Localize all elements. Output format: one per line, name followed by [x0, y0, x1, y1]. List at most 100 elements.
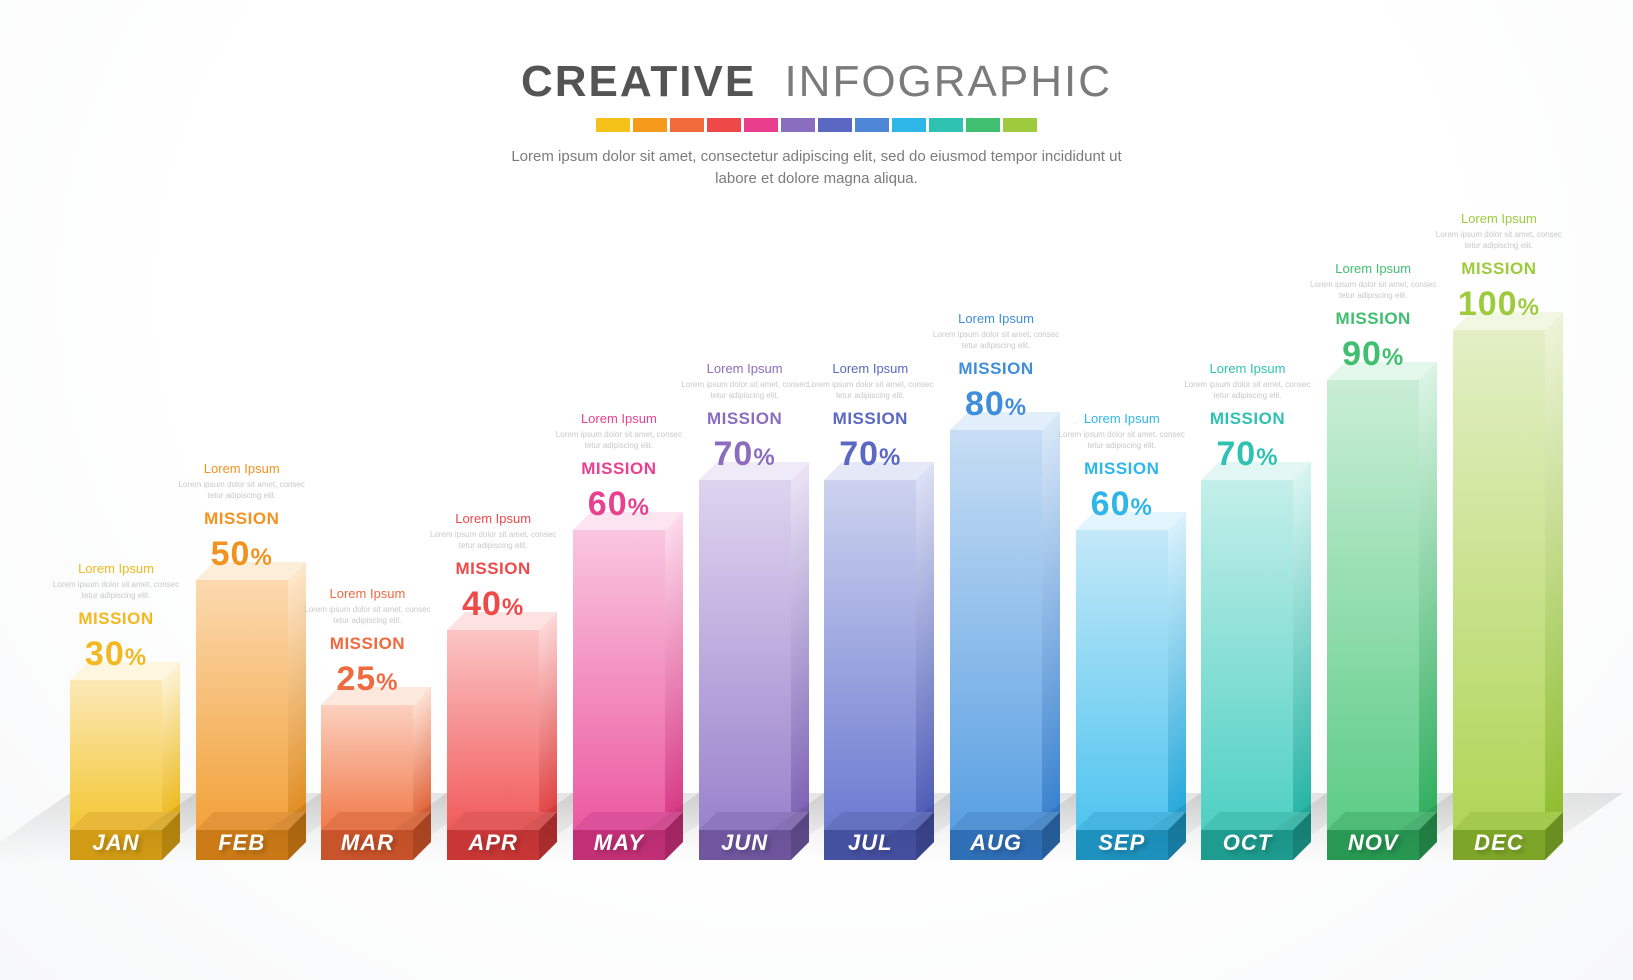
- bar-slot-apr: Lorem IpsumLorem ipsum dolor sit amet, c…: [447, 630, 557, 860]
- caption-filler: Lorem ipsum dolor sit amet, consec tetur…: [1177, 380, 1317, 401]
- bar-caption: Lorem Ipsum Lorem ipsum dolor sit amet, c…: [46, 561, 186, 680]
- caption-small-title: Lorem Ipsum: [926, 311, 1066, 326]
- bar-base: MAR: [321, 830, 413, 860]
- caption-value: 60%: [1052, 485, 1192, 524]
- swatch: [781, 118, 815, 132]
- caption-value: 25%: [297, 660, 437, 699]
- bar-caption: Lorem Ipsum Lorem ipsum dolor sit amet, c…: [172, 461, 312, 580]
- bar-jan: Lorem IpsumLorem ipsum dolor sit amet, c…: [70, 680, 162, 830]
- caption-filler: Lorem ipsum dolor sit amet, consec tetur…: [1429, 230, 1569, 251]
- bar-base: APR: [447, 830, 539, 860]
- swatch: [855, 118, 889, 132]
- caption-filler: Lorem ipsum dolor sit amet, consec tetur…: [1052, 430, 1192, 451]
- bar-dec: Lorem IpsumLorem ipsum dolor sit amet, c…: [1453, 330, 1545, 830]
- bar-caption: Lorem Ipsum Lorem ipsum dolor sit amet, c…: [1052, 411, 1192, 530]
- swatch: [670, 118, 704, 132]
- caption-mission: MISSION: [675, 409, 815, 429]
- swatch: [892, 118, 926, 132]
- caption-mission: MISSION: [549, 459, 689, 479]
- caption-small-title: Lorem Ipsum: [1429, 211, 1569, 226]
- bar-slot-feb: Lorem IpsumLorem ipsum dolor sit amet, c…: [196, 580, 306, 860]
- caption-small-title: Lorem Ipsum: [423, 511, 563, 526]
- caption-filler: Lorem ipsum dolor sit amet, consec tetur…: [926, 330, 1066, 351]
- caption-mission: MISSION: [172, 509, 312, 529]
- bar-caption: Lorem IpsumLorem ipsum dolor sit amet, c…: [297, 586, 437, 705]
- bar-slot-mar: Lorem IpsumLorem ipsum dolor sit amet, c…: [321, 705, 431, 860]
- caption-small-title: Lorem Ipsum: [675, 361, 815, 376]
- bar-slot-aug: Lorem IpsumLorem ipsum dolor sit amet, c…: [950, 430, 1060, 860]
- caption-value: 70%: [1177, 435, 1317, 474]
- swatch: [966, 118, 1000, 132]
- bar-caption: Lorem Ipsum Lorem ipsum dolor sit amet, c…: [1429, 211, 1569, 330]
- swatch: [929, 118, 963, 132]
- caption-mission: MISSION: [926, 359, 1066, 379]
- swatch: [1003, 118, 1037, 132]
- caption-mission: MISSION: [297, 634, 437, 654]
- caption-mission: MISSION: [1052, 459, 1192, 479]
- caption-value: 30%: [46, 635, 186, 674]
- swatch: [818, 118, 852, 132]
- caption-small-title: Lorem Ipsum: [1177, 361, 1317, 376]
- bar-slot-dec: Lorem IpsumLorem ipsum dolor sit amet, c…: [1453, 330, 1563, 860]
- caption-mission: MISSION: [1429, 259, 1569, 279]
- caption-mission: MISSION: [1303, 309, 1443, 329]
- bar-slot-nov: Lorem IpsumLorem ipsum dolor sit amet, c…: [1327, 380, 1437, 860]
- bar-slot-oct: Lorem IpsumLorem ipsum dolor sit amet, c…: [1201, 480, 1311, 860]
- caption-mission: MISSION: [800, 409, 940, 429]
- swatch: [744, 118, 778, 132]
- caption-filler: Lorem ipsum dolor sit amet, consec tetur…: [549, 430, 689, 451]
- caption-value: 60%: [549, 485, 689, 524]
- caption-mission: MISSION: [423, 559, 563, 579]
- monthly-bar-chart: Lorem Ipsum Lorem ipsum dolor sit amet, c…: [70, 160, 1563, 860]
- bar-slot-jun: Lorem IpsumLorem ipsum dolor sit amet, c…: [699, 480, 809, 860]
- caption-small-title: Lorem Ipsum: [297, 586, 437, 601]
- bar-jun: Lorem IpsumLorem ipsum dolor sit amet, c…: [699, 480, 791, 830]
- caption-value: 70%: [675, 435, 815, 474]
- bar-base: JAN: [70, 830, 162, 860]
- caption-mission: MISSION: [1177, 409, 1317, 429]
- bar-caption: Lorem Ipsum Lorem ipsum dolor sit amet, c…: [1177, 361, 1317, 480]
- bar-caption: Lorem IpsumLorem ipsum dolor sit amet, c…: [800, 361, 940, 480]
- bar-base: NOV: [1327, 830, 1419, 860]
- bar-nov: Lorem IpsumLorem ipsum dolor sit amet, c…: [1327, 380, 1419, 830]
- caption-value: 70%: [800, 435, 940, 474]
- caption-small-title: Lorem Ipsum: [46, 561, 186, 576]
- bar-aug: Lorem IpsumLorem ipsum dolor sit amet, c…: [950, 430, 1042, 830]
- bar-jul: Lorem IpsumLorem ipsum dolor sit amet, c…: [824, 480, 916, 830]
- caption-value: 80%: [926, 385, 1066, 424]
- color-swatches: [0, 118, 1633, 132]
- bar-caption: Lorem Ipsum Lorem ipsum dolor sit amet, c…: [926, 311, 1066, 430]
- title-bold: CREATIVE: [521, 57, 756, 106]
- page-title: CREATIVE INFOGRAPHIC: [0, 60, 1633, 104]
- bar-base: MAY: [573, 830, 665, 860]
- bar-base: JUN: [699, 830, 791, 860]
- bar-slot-jan: Lorem IpsumLorem ipsum dolor sit amet, c…: [70, 680, 180, 860]
- caption-filler: Lorem ipsum dolor sit amet, consec tetur…: [172, 480, 312, 501]
- caption-small-title: Lorem Ipsum: [1052, 411, 1192, 426]
- infographic-stage: CREATIVE INFOGRAPHIC Lorem ipsum dolor s…: [0, 0, 1633, 980]
- bar-base: OCT: [1201, 830, 1293, 860]
- caption-value: 100%: [1429, 285, 1569, 324]
- bar-caption: Lorem Ipsum Lorem ipsum dolor sit amet, c…: [423, 511, 563, 630]
- bar-apr: Lorem IpsumLorem ipsum dolor sit amet, c…: [447, 630, 539, 830]
- caption-small-title: Lorem Ipsum: [549, 411, 689, 426]
- caption-filler: Lorem ipsum dolor sit amet, consec tetur…: [423, 530, 563, 551]
- bar-base: AUG: [950, 830, 1042, 860]
- bar-sep: Lorem IpsumLorem ipsum dolor sit amet, c…: [1076, 530, 1168, 830]
- bar-slot-may: Lorem IpsumLorem ipsum dolor sit amet, c…: [573, 530, 683, 860]
- caption-small-title: Lorem Ipsum: [172, 461, 312, 476]
- title-thin: INFOGRAPHIC: [784, 57, 1112, 106]
- swatch: [707, 118, 741, 132]
- caption-filler: Lorem ipsum dolor sit amet, consec tetur…: [675, 380, 815, 401]
- bar-feb: Lorem IpsumLorem ipsum dolor sit amet, c…: [196, 580, 288, 830]
- bar-base: DEC: [1453, 830, 1545, 860]
- bar-caption: Lorem Ipsum Lorem ipsum dolor sit amet, c…: [675, 361, 815, 480]
- bar-base: SEP: [1076, 830, 1168, 860]
- caption-value: 40%: [423, 585, 563, 624]
- bar-caption: Lorem Ipsum Lorem ipsum dolor sit amet, c…: [549, 411, 689, 530]
- bar-slot-sep: Lorem IpsumLorem ipsum dolor sit amet, c…: [1076, 530, 1186, 860]
- caption-mission: MISSION: [46, 609, 186, 629]
- caption-filler: Lorem ipsum dolor sit amet, consec tetur…: [1303, 280, 1443, 301]
- caption-small-title: Lorem Ipsum: [1303, 261, 1443, 276]
- caption-filler: Lorem ipsum dolor sit amet, consec tetur…: [46, 580, 186, 601]
